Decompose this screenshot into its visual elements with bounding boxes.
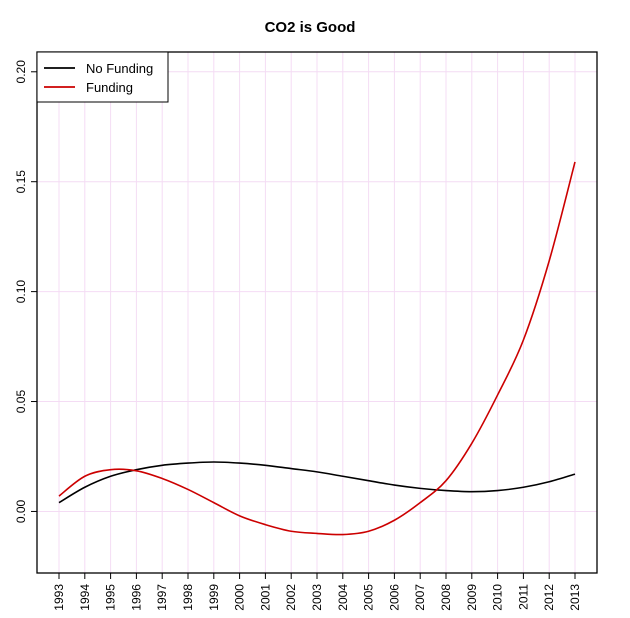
y-tick-label: 0.10 xyxy=(14,280,28,304)
x-tick-label: 2004 xyxy=(336,584,350,611)
y-tick-label: 0.20 xyxy=(14,60,28,84)
x-tick-label: 2013 xyxy=(568,584,582,611)
legend-label-funding: Funding xyxy=(86,80,133,95)
x-tick-label: 1999 xyxy=(207,584,221,611)
x-tick-label: 2012 xyxy=(542,584,556,611)
grid-lines xyxy=(37,52,597,573)
x-tick-label: 2009 xyxy=(465,584,479,611)
legend-box xyxy=(36,51,169,103)
x-tick-label: 2001 xyxy=(258,584,272,611)
x-tick-label: 2010 xyxy=(491,584,505,611)
x-tick-label: 2003 xyxy=(310,584,324,611)
x-tick-label: 2008 xyxy=(439,584,453,611)
y-axis: 0.00 0.05 0.10 0.15 0.20 xyxy=(14,60,37,523)
x-tick-label: 2007 xyxy=(413,584,427,611)
x-tick-label: 2006 xyxy=(387,584,401,611)
x-tick-label: 1998 xyxy=(181,584,195,611)
x-tick-label: 1993 xyxy=(52,584,66,611)
series-line-no-funding xyxy=(58,461,576,504)
y-tick-label: 0.05 xyxy=(14,390,28,414)
y-tick-label: 0.15 xyxy=(14,170,28,194)
x-tick-label: 2002 xyxy=(284,584,298,611)
x-tick-label: 2000 xyxy=(233,584,247,611)
x-tick-label: 1995 xyxy=(104,584,118,611)
chart-title: CO2 is Good xyxy=(265,19,356,36)
x-tick-label: 2005 xyxy=(362,584,376,611)
x-tick-label: 2011 xyxy=(516,584,530,610)
x-tick-label: 1996 xyxy=(129,584,143,611)
x-axis: 1993 1994 1995 1996 1997 1998 1999 2000 2001 2002… xyxy=(52,573,582,611)
series-layer xyxy=(58,161,576,536)
x-tick-label: 1994 xyxy=(78,584,92,611)
y-tick-label: 0.00 xyxy=(14,499,28,523)
x-tick-label: 1997 xyxy=(155,584,169,611)
legend: No Funding Funding xyxy=(36,51,169,103)
legend-label-no-funding: No Funding xyxy=(86,61,153,76)
series-line-funding xyxy=(58,161,576,536)
